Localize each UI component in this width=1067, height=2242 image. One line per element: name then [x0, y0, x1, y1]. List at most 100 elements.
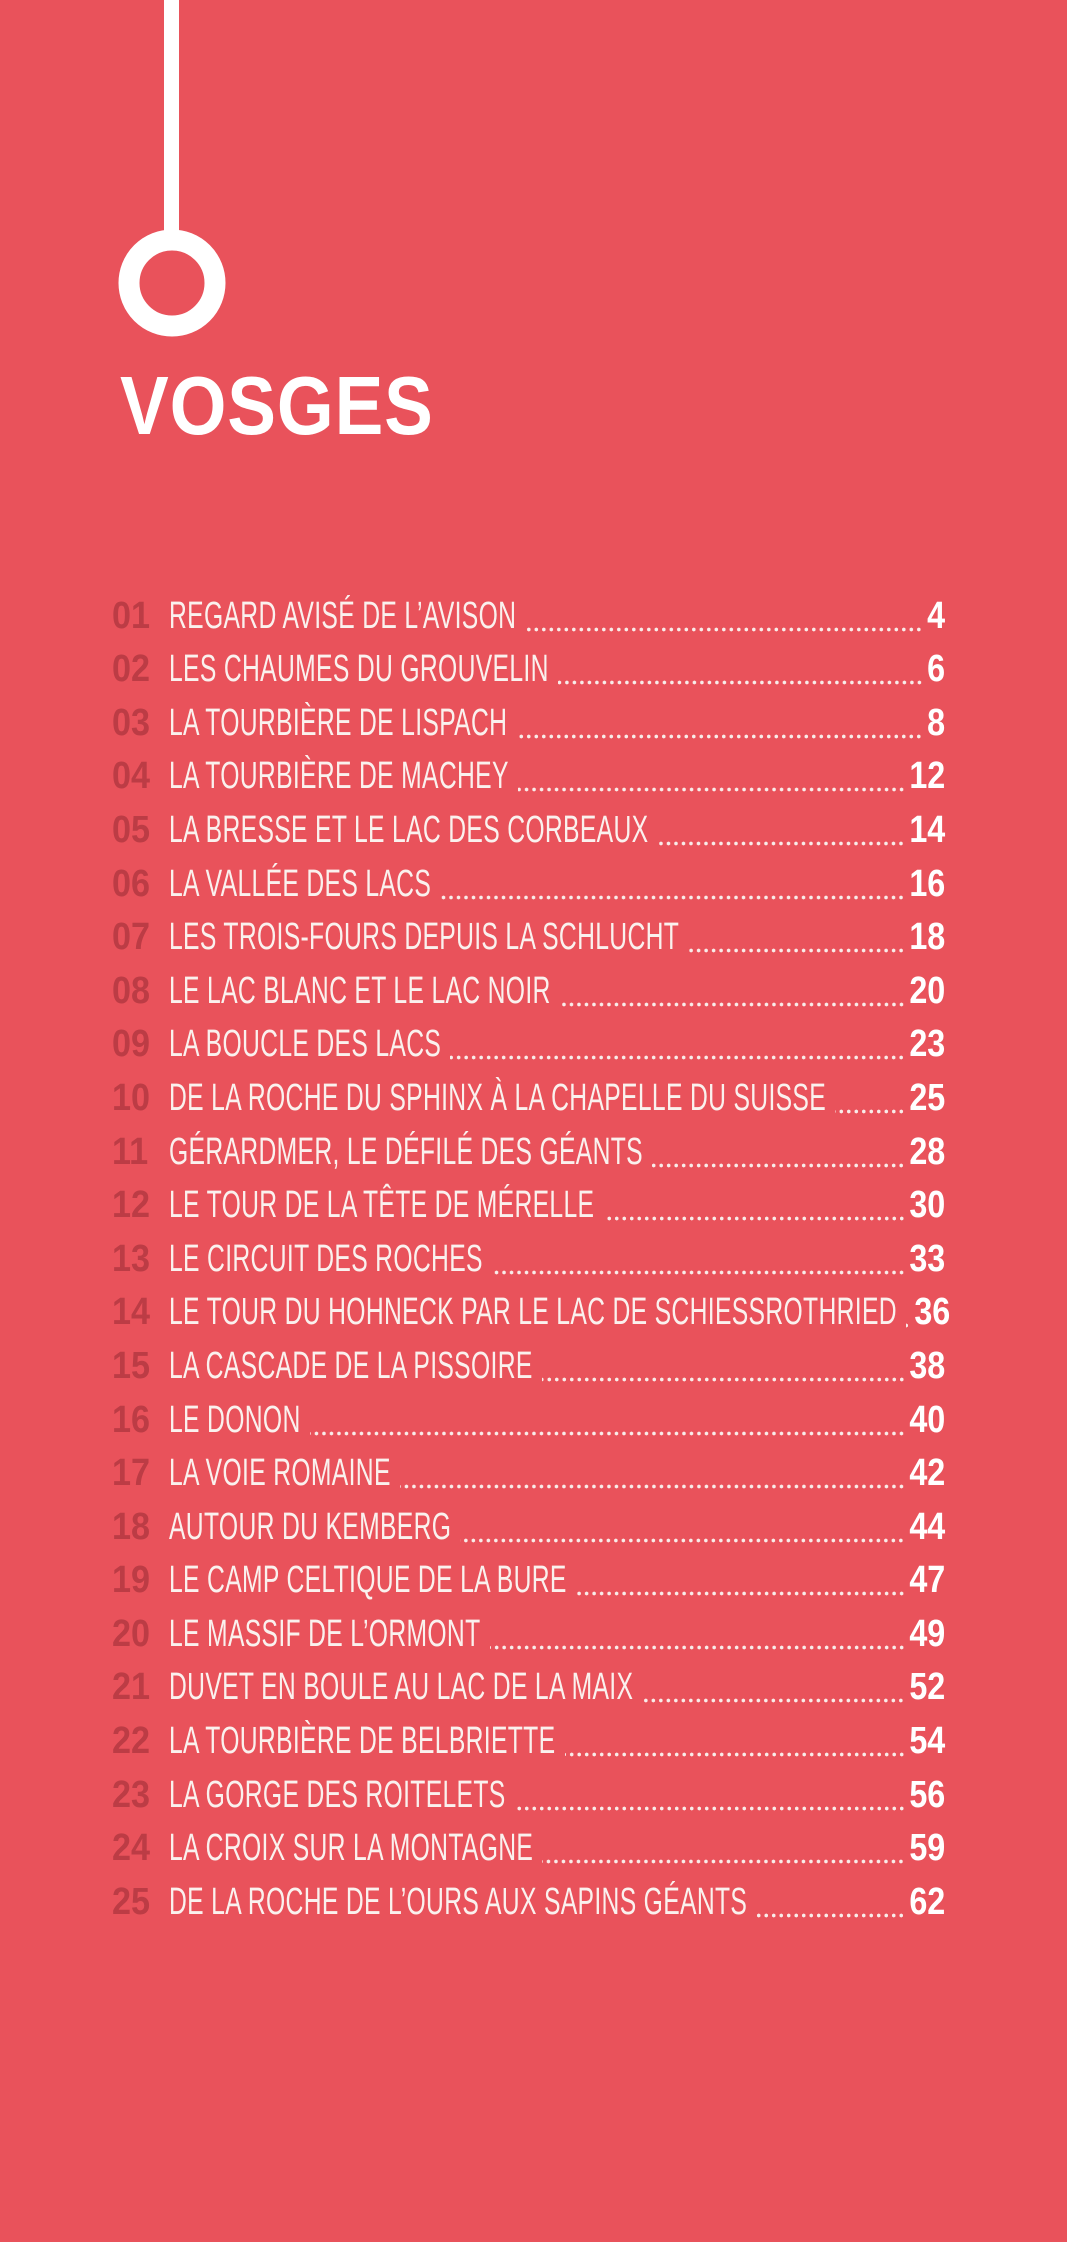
dot-leader: [652, 1162, 906, 1168]
toc-entry-label: LE LAC BLANC ET LE LAC NOIR: [169, 969, 551, 1012]
toc-entry[interactable]: 21 DUVET EN BOULE AU LAC DE LA MAIX 52: [112, 1661, 945, 1715]
toc-entry-number: 12: [112, 1184, 151, 1227]
toc-entry-number: 04: [112, 755, 151, 798]
toc-entry-label: LA CROIX SUR LA MONTAGNE: [169, 1827, 534, 1870]
toc-entry[interactable]: 23 LA GORGE DES ROITELETS 56: [112, 1768, 945, 1822]
toc-entry[interactable]: 13 LE CIRCUIT DES ROCHES 33: [112, 1232, 945, 1286]
toc-entry-label: DUVET EN BOULE AU LAC DE LA MAIX: [169, 1666, 634, 1709]
toc-entry[interactable]: 03 LA TOURBIÈRE DE LISPACH 8: [112, 696, 945, 750]
dot-leader: [575, 1591, 906, 1597]
toc-entry-page: 38: [909, 1344, 945, 1387]
toc-entry[interactable]: 02 LES CHAUMES DU GROUVELIN 6: [112, 643, 945, 697]
toc-entry-page: 62: [909, 1880, 945, 1923]
toc-entry-number: 10: [112, 1076, 151, 1119]
toc-entry-number: 14: [112, 1291, 151, 1334]
toc-entry[interactable]: 08 LE LAC BLANC ET LE LAC NOIR 20: [112, 964, 945, 1018]
toc-entry-number-cell: 25: [112, 1883, 169, 1929]
toc-entry-number-cell: 11: [112, 1133, 169, 1179]
dot-leader: [440, 894, 906, 900]
toc-entry-label: LA TOURBIÈRE DE BELBRIETTE: [169, 1720, 556, 1763]
toc-entry-page: 40: [909, 1398, 945, 1441]
toc-entry-page: 36: [913, 1291, 950, 1334]
toc-entry-number-cell: 10: [112, 1079, 169, 1125]
toc-entry-number-cell: 14: [112, 1293, 169, 1339]
toc-entry-label: LE MASSIF DE L’ORMONT: [169, 1612, 481, 1655]
dot-leader: [450, 1055, 906, 1061]
toc-entry[interactable]: 16 LE DONON 40: [112, 1393, 945, 1447]
toc-entry-label: GÉRARDMER, LE DÉFILÉ DES GÉANTS: [169, 1130, 643, 1173]
toc-entry-number-cell: 06: [112, 865, 169, 911]
toc-entry-number-cell: 23: [112, 1776, 169, 1822]
toc-entry[interactable]: 12 LE TOUR DE LA TÊTE DE MÉRELLE 30: [112, 1179, 945, 1233]
toc-entry-label: LE CIRCUIT DES ROCHES: [169, 1237, 483, 1280]
toc-entry-label: LE DONON: [169, 1398, 301, 1441]
toc-entry-page: 56: [909, 1773, 945, 1816]
toc-entry[interactable]: 06 LA VALLÉE DES LACS 16: [112, 857, 945, 911]
toc-entry-label: LA TOURBIÈRE DE LISPACH: [169, 701, 508, 744]
toc-entry[interactable]: 07 LES TROIS-FOURS DEPUIS LA SCHLUCHT 18: [112, 911, 945, 965]
toc-entry[interactable]: 18 AUTOUR DU KEMBERG 44: [112, 1500, 945, 1554]
dot-leader: [489, 1644, 906, 1650]
dot-leader: [642, 1698, 906, 1704]
toc-entry-number-cell: 16: [112, 1401, 169, 1447]
toc-entry-label: LA VALLÉE DES LACS: [169, 862, 432, 905]
dot-leader: [516, 733, 923, 739]
toc-entry-page: 42: [909, 1452, 945, 1495]
toc-entry[interactable]: 10 DE LA ROCHE DU SPHINX À LA CHAPELLE D…: [112, 1071, 945, 1125]
dot-leader: [399, 1484, 906, 1490]
toc-entry[interactable]: 22 LA TOURBIÈRE DE BELBRIETTE 54: [112, 1714, 945, 1768]
toc-entry-number-cell: 20: [112, 1615, 169, 1661]
toc-entry-label: REGARD AVISÉ DE L’AVISON: [169, 594, 517, 637]
dot-leader: [542, 1859, 906, 1865]
toc-entry-number: 18: [112, 1505, 151, 1548]
toc-entry[interactable]: 01 REGARD AVISÉ DE L’AVISON 4: [112, 589, 945, 643]
toc-entry-number-cell: 24: [112, 1829, 169, 1875]
toc-entry-number: 19: [112, 1559, 151, 1602]
toc-entry-number-cell: 08: [112, 972, 169, 1018]
toc-entry[interactable]: 04 LA TOURBIÈRE DE MACHEY 12: [112, 750, 945, 804]
toc-entry-page: 25: [909, 1076, 945, 1119]
toc-entry-label: LES CHAUMES DU GROUVELIN: [169, 648, 549, 691]
toc-entry-number: 25: [112, 1880, 151, 1923]
toc-entry-page: 8: [927, 701, 945, 744]
toc-entry-number: 05: [112, 808, 151, 851]
toc-entry[interactable]: 25 DE LA ROCHE DE L’OURS AUX SAPINS GÉAN…: [112, 1875, 945, 1929]
toc-entry[interactable]: 19 LE CAMP CELTIQUE DE LA BURE 47: [112, 1554, 945, 1608]
dot-leader: [517, 787, 906, 793]
toc-entry-number: 21: [112, 1666, 151, 1709]
toc-entry-page: 28: [909, 1130, 945, 1173]
toc-entry-label: LE CAMP CELTIQUE DE LA BURE: [169, 1559, 567, 1602]
toc-entry-number: 24: [112, 1827, 151, 1870]
toc-entry[interactable]: 11 GÉRARDMER, LE DÉFILÉ DES GÉANTS 28: [112, 1125, 945, 1179]
toc-entry-number-cell: 17: [112, 1454, 169, 1500]
toc-entry-label: LA BOUCLE DES LACS: [169, 1023, 442, 1066]
toc-entry[interactable]: 09 LA BOUCLE DES LACS 23: [112, 1018, 945, 1072]
toc-entry[interactable]: 24 LA CROIX SUR LA MONTAGNE 59: [112, 1822, 945, 1876]
dot-leader: [603, 1216, 906, 1222]
toc-entry[interactable]: 14 LE TOUR DU HOHNECK PAR LE LAC DE SCHI…: [112, 1286, 950, 1340]
toc-entry-number: 01: [112, 594, 151, 637]
dot-leader: [514, 1805, 906, 1811]
toc-entry-number: 22: [112, 1720, 151, 1763]
toc-entry-page: 23: [909, 1023, 945, 1066]
toc-entry-page: 18: [909, 916, 945, 959]
toc-entry-number-cell: 01: [112, 597, 169, 643]
toc-entry-number: 23: [112, 1773, 151, 1816]
dot-leader: [309, 1430, 906, 1436]
location-pin-icon: [118, 0, 226, 337]
toc-entry[interactable]: 15 LA CASCADE DE LA PISSOIRE 38: [112, 1339, 945, 1393]
toc-entry-label: AUTOUR DU KEMBERG: [169, 1505, 452, 1548]
toc-entry[interactable]: 05 LA BRESSE ET LE LAC DES CORBEAUX 14: [112, 803, 945, 857]
toc-entry-label: LA VOIE ROMAINE: [169, 1452, 391, 1495]
toc-entry-page: 47: [909, 1559, 945, 1602]
toc-entry-label: LE TOUR DU HOHNECK PAR LE LAC DE SCHIESS…: [169, 1291, 897, 1334]
toc-entry[interactable]: 17 LA VOIE ROMAINE 42: [112, 1447, 945, 1501]
dot-leader: [557, 680, 923, 686]
toc-entry-number-cell: 22: [112, 1722, 169, 1768]
toc-entry-page: 14: [909, 808, 945, 851]
toc-entry-number-cell: 09: [112, 1025, 169, 1071]
dot-leader: [564, 1752, 906, 1758]
toc-entry[interactable]: 20 LE MASSIF DE L’ORMONT 49: [112, 1607, 945, 1661]
toc-entry-page: 44: [909, 1505, 945, 1548]
